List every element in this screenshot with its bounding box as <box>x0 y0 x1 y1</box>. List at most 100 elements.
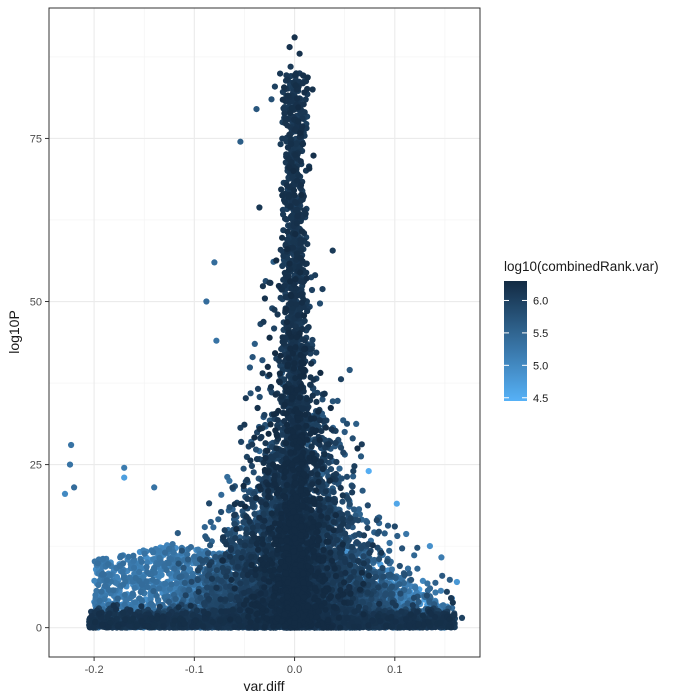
data-point <box>218 491 225 498</box>
data-point <box>376 555 383 563</box>
data-point <box>341 428 348 436</box>
data-point <box>237 138 244 145</box>
data-point <box>149 576 156 583</box>
data-point <box>384 522 392 529</box>
data-point <box>346 366 353 374</box>
data-point <box>319 470 326 478</box>
data-point <box>453 578 460 586</box>
data-point <box>176 574 183 581</box>
data-point <box>103 577 110 584</box>
data-point <box>359 487 366 494</box>
data-point <box>184 551 191 558</box>
data-point <box>191 553 198 560</box>
data-point <box>349 483 356 490</box>
data-point <box>151 484 158 491</box>
data-point <box>151 564 158 572</box>
data-point <box>410 594 418 602</box>
data-point <box>446 576 453 583</box>
data-point <box>118 552 125 560</box>
data-point <box>98 588 105 595</box>
data-point <box>110 587 117 594</box>
data-point <box>96 597 103 605</box>
data-point <box>95 581 102 589</box>
data-point <box>338 475 345 482</box>
data-point <box>350 473 357 480</box>
data-point <box>397 590 404 597</box>
data-point <box>329 398 336 405</box>
data-point <box>334 397 341 404</box>
data-point <box>207 518 214 526</box>
data-point <box>355 517 362 524</box>
data-point <box>246 364 253 371</box>
data-point <box>360 553 367 560</box>
data-point <box>138 581 145 588</box>
data-point <box>175 560 182 567</box>
data-point <box>247 390 254 397</box>
data-point <box>391 523 398 530</box>
data-point <box>271 325 278 332</box>
data-point <box>373 517 380 524</box>
data-point <box>405 588 412 595</box>
data-point <box>357 453 365 460</box>
data-point <box>382 592 389 599</box>
data-point <box>112 579 119 586</box>
data-point <box>259 357 266 364</box>
data-point <box>174 530 181 537</box>
data-point <box>61 490 69 497</box>
data-point <box>71 484 78 491</box>
data-point <box>165 560 172 567</box>
data-point <box>211 259 218 266</box>
data-point <box>170 549 177 556</box>
data-point <box>240 465 247 472</box>
data-point <box>355 506 363 513</box>
data-point <box>143 563 150 571</box>
data-point <box>66 461 74 468</box>
data-point <box>414 544 421 551</box>
data-point <box>136 568 143 576</box>
data-point <box>196 550 203 558</box>
data-point <box>268 96 275 103</box>
data-point <box>371 556 378 564</box>
data-point <box>215 516 222 523</box>
data-point <box>394 532 401 540</box>
data-point <box>121 474 128 481</box>
data-point <box>437 587 444 594</box>
data-point <box>213 567 220 574</box>
data-point <box>406 570 413 577</box>
data-point <box>165 598 172 606</box>
data-point <box>253 446 260 453</box>
data-point <box>411 552 418 559</box>
data-point <box>203 298 210 305</box>
data-point <box>251 340 258 347</box>
data-point <box>365 468 372 475</box>
data-point <box>99 570 106 578</box>
data-point <box>144 584 151 591</box>
data-point <box>419 577 426 585</box>
data-point <box>120 560 127 567</box>
data-point <box>340 449 347 456</box>
data-point <box>121 601 128 608</box>
data-point <box>353 420 360 427</box>
data-point <box>353 539 360 546</box>
data-point <box>408 576 415 584</box>
data-point <box>386 547 393 554</box>
data-point <box>379 565 386 572</box>
data-point <box>137 588 144 596</box>
data-point <box>226 504 233 511</box>
data-point <box>396 581 403 588</box>
data-point <box>146 570 153 578</box>
data-point <box>426 543 433 550</box>
data-point <box>349 524 356 531</box>
data-point <box>210 524 217 531</box>
data-point <box>426 597 433 605</box>
data-point <box>163 567 170 574</box>
data-point <box>119 569 126 576</box>
data-point <box>349 435 356 442</box>
data-point <box>440 602 447 609</box>
data-point <box>381 582 388 589</box>
data-point <box>426 585 434 592</box>
data-point <box>105 587 112 594</box>
data-point <box>226 530 234 537</box>
data-point <box>171 565 178 572</box>
